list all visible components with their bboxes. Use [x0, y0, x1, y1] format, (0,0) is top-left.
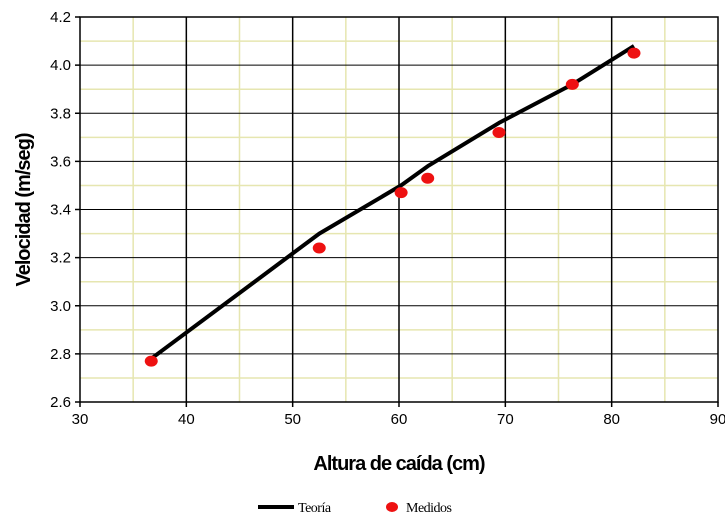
x-axis-title: Altura de caída (cm) — [313, 453, 485, 475]
y-tick-label: 4.2 — [50, 9, 71, 26]
y-tick-label: 2.6 — [50, 394, 71, 411]
series-line-teoria — [150, 44, 636, 361]
y-tick-label: 4.0 — [50, 57, 71, 74]
y-tick-label: 3.0 — [50, 298, 71, 315]
legend-label-teoria: Teoría — [298, 501, 332, 515]
data-point-medidos — [492, 127, 506, 138]
y-tick-label: 3.6 — [50, 153, 71, 170]
major-gridlines — [80, 17, 718, 402]
legend-marker-swatch — [386, 502, 398, 512]
x-tick-label: 30 — [72, 411, 89, 428]
data-point-medidos — [421, 172, 435, 184]
y-tick-label: 3.8 — [50, 105, 71, 122]
x-tick-label: 80 — [603, 411, 620, 428]
y-tick-label: 3.2 — [50, 250, 71, 267]
x-tick-label: 40 — [178, 411, 195, 428]
y-axis-ticks: 2.6 2.8 3.0 3.2 3.4 3.6 3.8 4.0 4.2 — [50, 9, 80, 411]
y-tick-label: 2.8 — [50, 346, 71, 363]
y-axis-title: Velocidad (m/seg) — [13, 133, 35, 286]
y-tick-label: 3.4 — [50, 202, 71, 219]
data-point-medidos — [144, 355, 158, 367]
data-point-medidos — [312, 242, 326, 254]
x-axis-ticks: 30 40 50 60 70 80 90 — [72, 402, 725, 428]
data-point-medidos — [627, 47, 641, 59]
data-point-medidos — [394, 187, 408, 199]
x-tick-label: 60 — [391, 411, 408, 428]
series-markers-medidos — [144, 47, 641, 367]
x-tick-label: 70 — [497, 411, 514, 428]
x-tick-label: 50 — [284, 411, 301, 428]
x-tick-label: 90 — [710, 411, 725, 428]
legend: Teoría Medidos — [258, 501, 452, 515]
legend-label-medidos: Medidos — [406, 501, 452, 515]
data-point-medidos — [565, 78, 579, 90]
